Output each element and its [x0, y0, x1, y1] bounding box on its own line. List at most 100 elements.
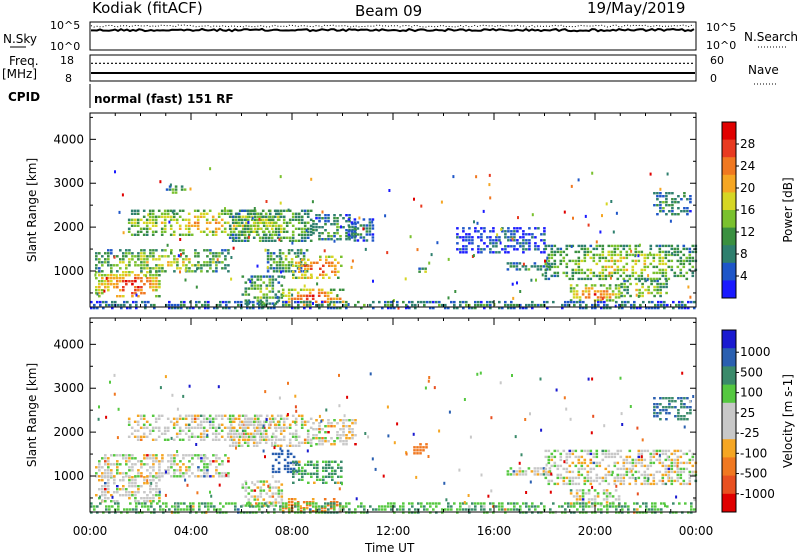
velocity-region	[653, 397, 692, 421]
nsearch-tick-top: 10^5	[706, 21, 736, 34]
power-colorbar-swatch	[722, 227, 736, 246]
beam-title: Beam 09	[355, 2, 422, 20]
power-region	[90, 300, 696, 310]
power-colorbar-swatch	[722, 210, 736, 229]
power-region	[569, 284, 621, 302]
freq-strip: Freq. [MHz] 18 8 60 0 Nave	[2, 54, 779, 85]
freq-label-line2: [MHz]	[2, 67, 37, 81]
time-tick-label: 04:00	[174, 524, 209, 538]
power-colorbar-tick: 24	[740, 159, 755, 173]
power-scatter	[94, 167, 692, 310]
velocity-colorbar-tick: 25	[740, 406, 755, 420]
cpid-mode-text: normal (fast) 151 RF	[94, 92, 234, 106]
power-colorbar-tick: 12	[740, 225, 755, 239]
power-colorbar-tick: 16	[740, 203, 755, 217]
velocity-region	[506, 467, 552, 476]
power-region	[506, 262, 552, 271]
nave-label: Nave	[748, 63, 779, 77]
velocity-colorbar-swatch	[722, 348, 736, 367]
velocity-scatter	[97, 371, 696, 514]
power-colorbar-label: Power [dB]	[781, 177, 795, 242]
velocity-colorbar-tick: -500	[740, 467, 767, 481]
nsearch-label: N.Search	[744, 30, 798, 44]
power-ytick-label: 1000	[53, 264, 84, 278]
power-region	[620, 279, 668, 298]
freq-label-line1: Freq.	[9, 54, 39, 68]
power-region	[165, 185, 187, 194]
nave-tick-top: 60	[710, 54, 724, 67]
velocity-region	[413, 443, 428, 455]
power-region	[241, 275, 284, 305]
velocity-colorbar-swatch	[722, 457, 736, 477]
velocity-ytick-label: 2000	[53, 425, 84, 439]
nsearch-trace	[90, 24, 695, 28]
velocity-region	[241, 480, 284, 507]
power-region	[456, 227, 546, 254]
velocity-panel: 1000 2000 3000 4000 Slant Range [km]	[25, 317, 698, 514]
power-ytick-label: 4000	[53, 132, 84, 146]
power-ytick-label: 3000	[53, 176, 84, 190]
velocity-ytick-label: 4000	[53, 337, 84, 351]
nsky-trace	[91, 27, 695, 33]
power-colorbar-swatch	[722, 192, 736, 211]
nsky-tick-top: 10^5	[50, 19, 80, 32]
power-region	[266, 249, 309, 273]
power-region	[653, 192, 692, 216]
velocity-region	[95, 454, 230, 478]
velocity-colorbar-swatch	[722, 475, 736, 495]
nsearch-tick-bottom: 10^0	[706, 39, 736, 52]
time-axis: 00:00 04:00 08:00 12:00 16:00 20:00 00:00	[73, 524, 714, 538]
time-tick-label: 16:00	[477, 524, 512, 538]
velocity-colorbar-swatch	[722, 384, 736, 404]
time-axis-label: Time UT	[364, 541, 415, 554]
velocity-colorbar-swatch	[722, 493, 736, 513]
date-title: 19/May/2019	[587, 0, 685, 17]
velocity-colorbar: 1000 500 100 25 -25 -100 -500 -1000 Velocity [m …	[721, 329, 795, 513]
velocity-colorbar-tick: -25	[740, 426, 760, 440]
velocity-ylabel: Slant Range [km]	[25, 363, 39, 467]
power-region	[292, 255, 343, 279]
power-region	[347, 218, 375, 242]
power-panel: 1000 2000 3000 4000 Slant Range [km]	[25, 112, 698, 310]
power-region	[95, 249, 230, 273]
velocity-colorbar-swatch	[722, 402, 736, 422]
nave-tick-bottom: 0	[710, 72, 717, 85]
velocity-colorbar-label: Velocity [m s-1]	[781, 374, 795, 468]
velocity-colorbar-swatch	[722, 366, 736, 386]
freq-tick-bottom: 8	[65, 72, 72, 85]
velocity-colorbar-tick: -100	[740, 446, 767, 460]
nsky-strip: N.Sky 10^5 10^0 10^5 10^0 N.Search	[3, 19, 798, 53]
time-tick-label: 12:00	[376, 524, 411, 538]
cpid-strip: CPID normal (fast) 151 RF	[8, 84, 234, 108]
power-colorbar: 4 8 12 16 20 24 28 Power [dB]	[721, 121, 795, 299]
velocity-colorbar-tick: 500	[740, 365, 763, 379]
velocity-region	[271, 449, 299, 474]
power-region	[228, 209, 313, 242]
nsky-tick-bottom: 10^0	[50, 40, 80, 53]
velocity-ytick-label: 1000	[53, 469, 84, 483]
velocity-colorbar-swatch	[722, 439, 736, 458]
freq-tick-top: 18	[60, 54, 74, 67]
station-title: Kodiak (fitACF)	[92, 0, 203, 17]
power-colorbar-swatch	[722, 122, 736, 141]
velocity-colorbar-swatch	[722, 330, 736, 349]
time-tick-label: 00:00	[73, 524, 108, 538]
nsky-label: N.Sky	[3, 32, 37, 46]
velocity-ytick-label: 3000	[53, 381, 84, 395]
power-region	[418, 267, 427, 273]
power-colorbar-tick: 8	[740, 247, 748, 261]
velocity-colorbar-tick: 100	[740, 386, 763, 400]
velocity-colorbar-tick: 1000	[740, 345, 771, 359]
time-tick-label: 00:00	[679, 524, 714, 538]
power-colorbar-swatch	[722, 139, 736, 158]
power-cells	[90, 167, 698, 310]
power-colorbar-swatch	[722, 262, 736, 281]
velocity-colorbar-swatch	[722, 421, 736, 440]
power-colorbar-tick: 20	[740, 181, 755, 195]
power-colorbar-swatch	[722, 157, 736, 176]
velocity-region	[544, 449, 698, 486]
time-tick-label: 08:00	[275, 524, 310, 538]
power-colorbar-swatch	[722, 174, 736, 193]
velocity-region	[292, 460, 343, 484]
